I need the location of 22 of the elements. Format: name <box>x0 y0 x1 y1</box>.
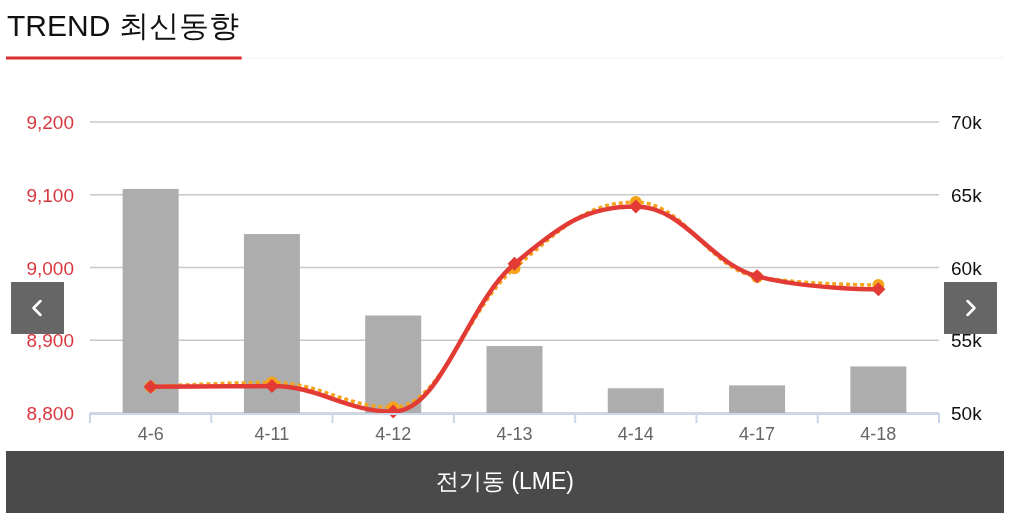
point <box>871 282 886 297</box>
point <box>628 199 643 214</box>
point <box>507 256 522 271</box>
x-tick-label: 4-14 <box>617 424 654 444</box>
x-tick-label: 4-12 <box>375 424 412 444</box>
y2-tick-label: 50k <box>951 403 983 424</box>
x-tick-label: 4-11 <box>254 424 290 444</box>
x-tick-label: 4-13 <box>496 424 533 444</box>
x-tick-label: 4-6 <box>137 424 164 444</box>
y-tick-label: 8,800 <box>26 403 74 424</box>
y-tick-label: 9,200 <box>26 112 74 133</box>
y2-tick-label: 65k <box>951 184 983 206</box>
title: TREND 최신동향 <box>7 9 239 42</box>
y2-tick-label: 55k <box>951 330 983 352</box>
y-tick-label: 9,000 <box>26 257 74 279</box>
x-tick-label: 4-17 <box>739 424 776 444</box>
y-tick-label: 9,100 <box>26 184 74 206</box>
x-tick-label: 4-18 <box>860 424 897 444</box>
y2-tick-label: 60k <box>951 257 983 279</box>
y2-tick-label: 70k <box>951 112 983 133</box>
caption: 전기동 (LME) <box>6 451 1004 513</box>
y-tick-label: 8,900 <box>26 330 74 352</box>
